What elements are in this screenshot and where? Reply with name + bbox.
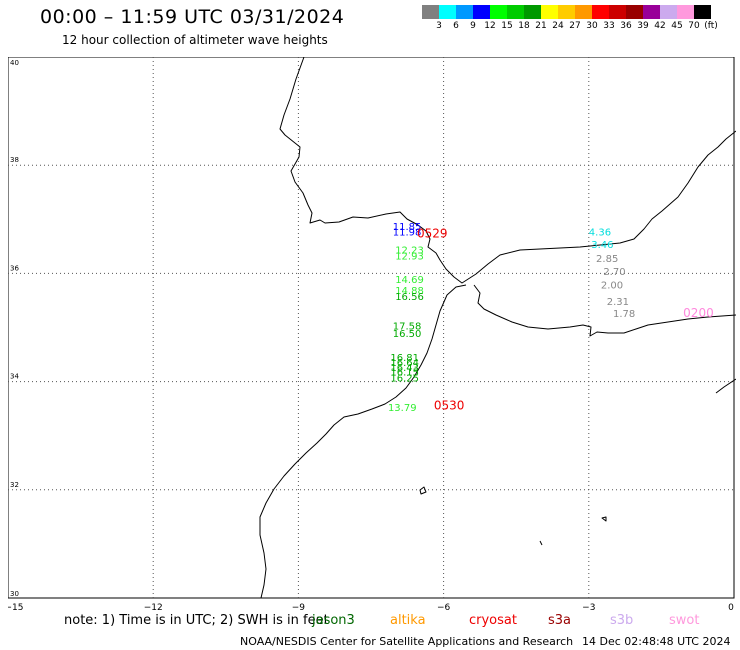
legend-item-s3b: s3b [610, 613, 634, 628]
y-tick-label: 32 [10, 481, 19, 489]
colorbar-swatch [439, 5, 456, 19]
colorbar-label: 39 [637, 21, 649, 31]
colorbar-swatch [575, 5, 592, 19]
wave-height-value: 16.15 [390, 368, 419, 379]
colorbar-label: (ft) [704, 21, 718, 31]
colorbar-label: 6 [453, 21, 459, 31]
wave-height-value: 2.85 [596, 254, 618, 265]
colorbar-label: 45 [671, 21, 683, 31]
coastline-north-africa [473, 284, 736, 337]
colorbar-swatch [507, 5, 524, 19]
colorbar-swatch [609, 5, 626, 19]
wave-height-value: 12.23 [395, 245, 424, 256]
island-2 [539, 540, 543, 546]
x-tick-label: −15 [8, 603, 24, 613]
colorbar-label: 3 [436, 21, 442, 31]
axis-tick-labels: −15 −12 −9 −6 −3 0 40 38 36 34 32 30 [8, 59, 734, 613]
colorbar-label: 9 [470, 21, 476, 31]
x-tick-label: −12 [144, 603, 163, 613]
legend-item-swot: swot [669, 613, 700, 628]
colorbar-label: 30 [586, 21, 598, 31]
colorbar-swatch [592, 5, 609, 19]
y-tick-label: 38 [10, 156, 19, 164]
colorbar-swatch [541, 5, 558, 19]
colorbar-swatch [490, 5, 507, 19]
colorbar-swatch [643, 5, 660, 19]
footer-note: note: 1) Time is in UTC; 2) SWH is in fe… [64, 613, 329, 628]
colorbar-swatch [660, 5, 677, 19]
colorbar-label: 33 [603, 21, 615, 31]
legend-item-s3a: s3a [548, 613, 572, 628]
wave-height-value: 2.70 [603, 267, 625, 278]
wave-height-value: 2.00 [601, 281, 623, 292]
island-3 [601, 516, 607, 522]
colorbar-label: 36 [620, 21, 632, 31]
x-tick-label: −9 [292, 603, 306, 613]
colorbar-swatch [694, 5, 711, 19]
coastline [259, 57, 736, 599]
pass-time-label: 0200 [683, 306, 714, 320]
x-tick-label: 0 [728, 603, 734, 613]
y-tick-label: 30 [10, 590, 19, 598]
colorbar-swatch [422, 5, 439, 19]
map-subtitle: 12 hour collection of altimeter wave hei… [62, 33, 328, 47]
footer-credit: NOAA/NESDIS Center for Satellite Applica… [240, 635, 574, 648]
y-tick-label: 36 [10, 264, 19, 272]
legend-item-cryosat: cryosat [469, 613, 517, 628]
wave-height-value: 1.78 [613, 309, 635, 320]
colorbar-labels: 3 6 9 12 15 18 21 24 27 30 33 36 39 42 45 70 (ft) [422, 21, 740, 33]
x-tick-label: −3 [582, 603, 595, 613]
footer-timestamp: 14 Dec 02:48:48 UTC 2024 [582, 635, 731, 648]
colorbar-swatch [473, 5, 490, 19]
coastline-south-border [715, 378, 736, 394]
coastline-iberia [279, 57, 736, 284]
colorbar-label: 24 [552, 21, 564, 31]
island-1 [419, 486, 427, 495]
colorbar-swatch [677, 5, 694, 19]
colorbar-label: 27 [569, 21, 581, 31]
wave-height-value: 3.46 [591, 240, 613, 251]
map-frame [8, 57, 735, 599]
legend-item-altika: altika [390, 613, 426, 628]
pass-time-label: 0529 [417, 227, 448, 241]
legend-item-jason3: jason3 [312, 613, 355, 628]
coastline-africa [259, 284, 467, 599]
colorbar-label: 18 [518, 21, 530, 31]
x-tick-label: −6 [437, 603, 451, 613]
colorbar-swatch [456, 5, 473, 19]
wave-height-value: 16.64 [390, 358, 419, 369]
colorbar-label: 12 [484, 21, 496, 31]
y-tick-label: 34 [10, 373, 19, 381]
wave-height-value: 13.79 [388, 403, 417, 414]
wave-height-value: 11.98 [393, 228, 422, 239]
wave-height-value: 16.50 [393, 329, 422, 340]
colorbar-swatch [524, 5, 541, 19]
wave-height-value: 11.85 [393, 222, 422, 233]
colorbar-label: 15 [501, 21, 513, 31]
wave-height-value: 14.88 [395, 286, 424, 297]
wave-height-value: 17.58 [393, 322, 422, 333]
colorbar-label: 42 [654, 21, 666, 31]
y-tick-label: 40 [10, 59, 19, 67]
wave-height-colorbar [422, 5, 711, 19]
wave-height-value: 16.81 [390, 353, 419, 364]
wave-height-value: 2.31 [607, 297, 629, 308]
colorbar-label: 21 [535, 21, 547, 31]
wave-height-value: 14.69 [395, 275, 424, 286]
wave-height-value: 16.43 [390, 363, 419, 374]
wave-height-value: 4.36 [589, 228, 611, 239]
colorbar-label: 70 [688, 21, 700, 31]
wave-height-value: 16.25 [390, 374, 419, 385]
pass-time-label: 0530 [434, 399, 465, 413]
colorbar-swatch [626, 5, 643, 19]
map-title: 00:00 – 11:59 UTC 03/31/2024 [40, 6, 345, 28]
wave-height-value: 16.56 [395, 292, 424, 303]
pass-time-labels: 0529 0530 0200 [417, 227, 714, 413]
colorbar-swatch [558, 5, 575, 19]
wave-height-value: 12.93 [395, 251, 424, 262]
map-grid [8, 57, 734, 598]
